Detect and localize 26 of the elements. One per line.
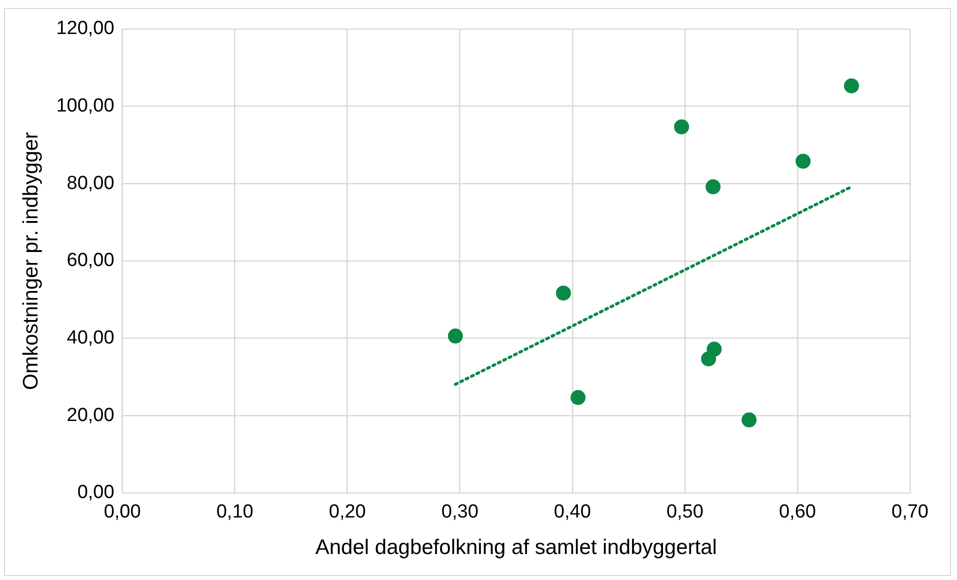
x-tick-label: 0,50: [666, 502, 704, 523]
point: [448, 328, 463, 344]
x-tick-label: 0,70: [892, 502, 928, 523]
point: [674, 119, 690, 134]
point: [556, 286, 571, 301]
point: [706, 342, 722, 357]
y-tick-label: 80,00: [66, 172, 114, 194]
y-tick-label: 120,00: [56, 18, 114, 40]
x-tick-label: 0,40: [554, 502, 591, 523]
x-tick-label: 0,10: [216, 502, 254, 523]
x-axis-title: Andel dagbefolkning af samlet indbyggertal: [315, 536, 717, 560]
x-tick-label: 0,60: [778, 502, 816, 523]
y-tick-label: 100,00: [56, 96, 114, 117]
x-tick-label: 0,30: [441, 502, 478, 523]
y-tick-label: 20,00: [66, 404, 114, 426]
point: [742, 412, 757, 428]
x-tick-label: 0,20: [328, 502, 366, 523]
point: [706, 179, 721, 194]
y-tick-label: 0,00: [77, 482, 114, 504]
y-tick-label: 40,00: [66, 328, 114, 349]
point: [570, 390, 586, 405]
point: [796, 154, 811, 169]
y-axis-title: Omkostninger pr. indbygger: [19, 132, 42, 390]
x-tick-label: 0,00: [104, 502, 141, 523]
point: [844, 78, 859, 94]
y-tick-label: 60,00: [66, 250, 114, 272]
